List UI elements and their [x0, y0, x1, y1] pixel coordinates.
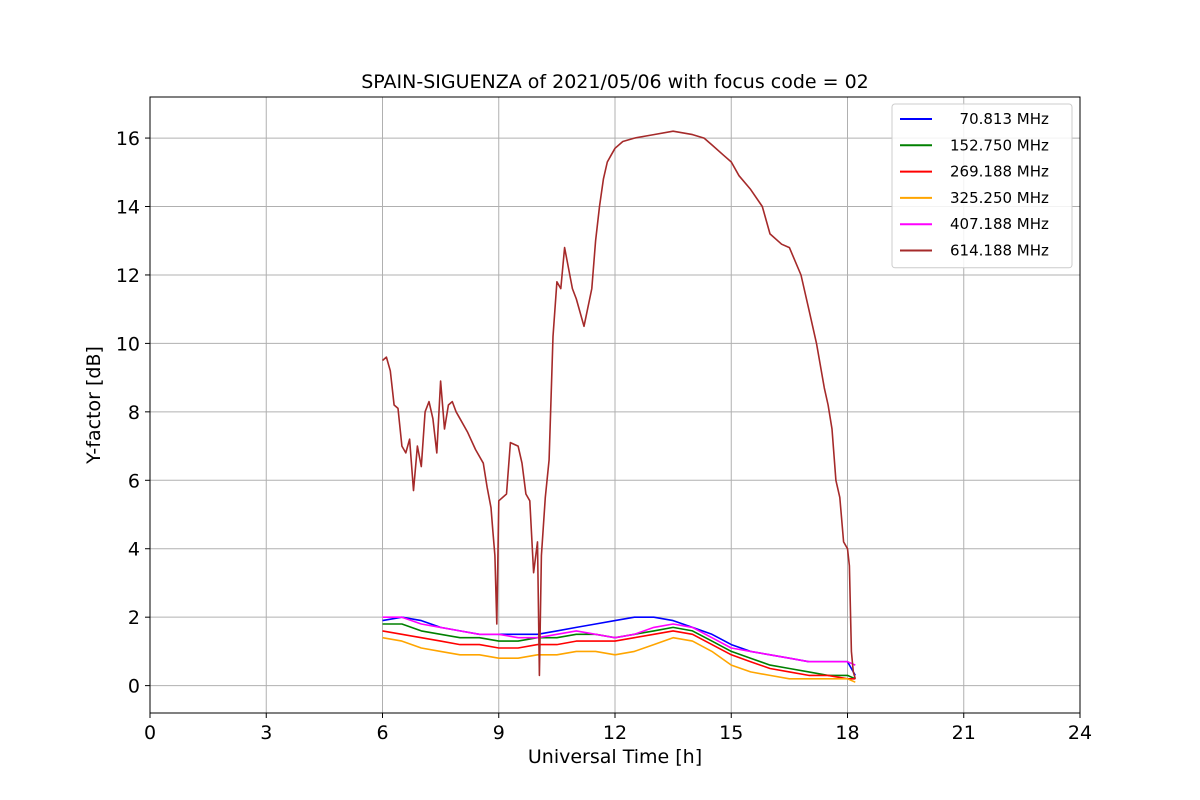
legend-label: 70.813 MHz — [950, 110, 1049, 128]
legend-label: 407.188 MHz — [950, 215, 1049, 233]
x-axis-label: Universal Time [h] — [528, 746, 702, 768]
x-tick-label: 9 — [493, 722, 505, 744]
y-tick-label: 8 — [128, 402, 140, 424]
legend-box — [891, 103, 1073, 269]
legend-label: 269.188 MHz — [950, 163, 1049, 181]
y-axis-label: Y-factor [dB] — [83, 346, 105, 465]
x-tick-label: 15 — [719, 722, 743, 744]
x-tick-label: 24 — [1068, 722, 1092, 744]
y-tick-label: 10 — [116, 333, 140, 355]
chart-title: SPAIN-SIGUENZA of 2021/05/06 with focus … — [361, 71, 869, 93]
y-tick-label: 12 — [116, 265, 140, 287]
x-tick-label: 6 — [376, 722, 388, 744]
y-tick-label: 14 — [116, 197, 140, 219]
y-tick-label: 6 — [128, 470, 140, 492]
x-tick-label: 3 — [260, 722, 272, 744]
legend-label: 152.750 MHz — [950, 136, 1049, 154]
legend-label: 614.188 MHz — [950, 242, 1049, 260]
legend-label: 325.250 MHz — [950, 189, 1049, 207]
legend: 70.813 MHz 152.750 MHz 269.188 MHz 325.250 … — [891, 103, 1073, 269]
x-tick-label: 12 — [603, 722, 627, 744]
x-tick-label: 18 — [835, 722, 859, 744]
y-tick-label: 2 — [128, 607, 140, 629]
y-tick-label: 16 — [116, 128, 140, 150]
y-tick-label: 4 — [128, 539, 140, 561]
series-line-5 — [381, 130, 857, 680]
series-layer — [381, 130, 857, 683]
y-tick-label: 0 — [128, 676, 140, 698]
x-tick-label: 21 — [952, 722, 976, 744]
series-line-3 — [382, 636, 856, 683]
series-line-4 — [382, 616, 856, 666]
series-line-2 — [382, 630, 856, 680]
x-tick-label: 0 — [144, 722, 156, 744]
